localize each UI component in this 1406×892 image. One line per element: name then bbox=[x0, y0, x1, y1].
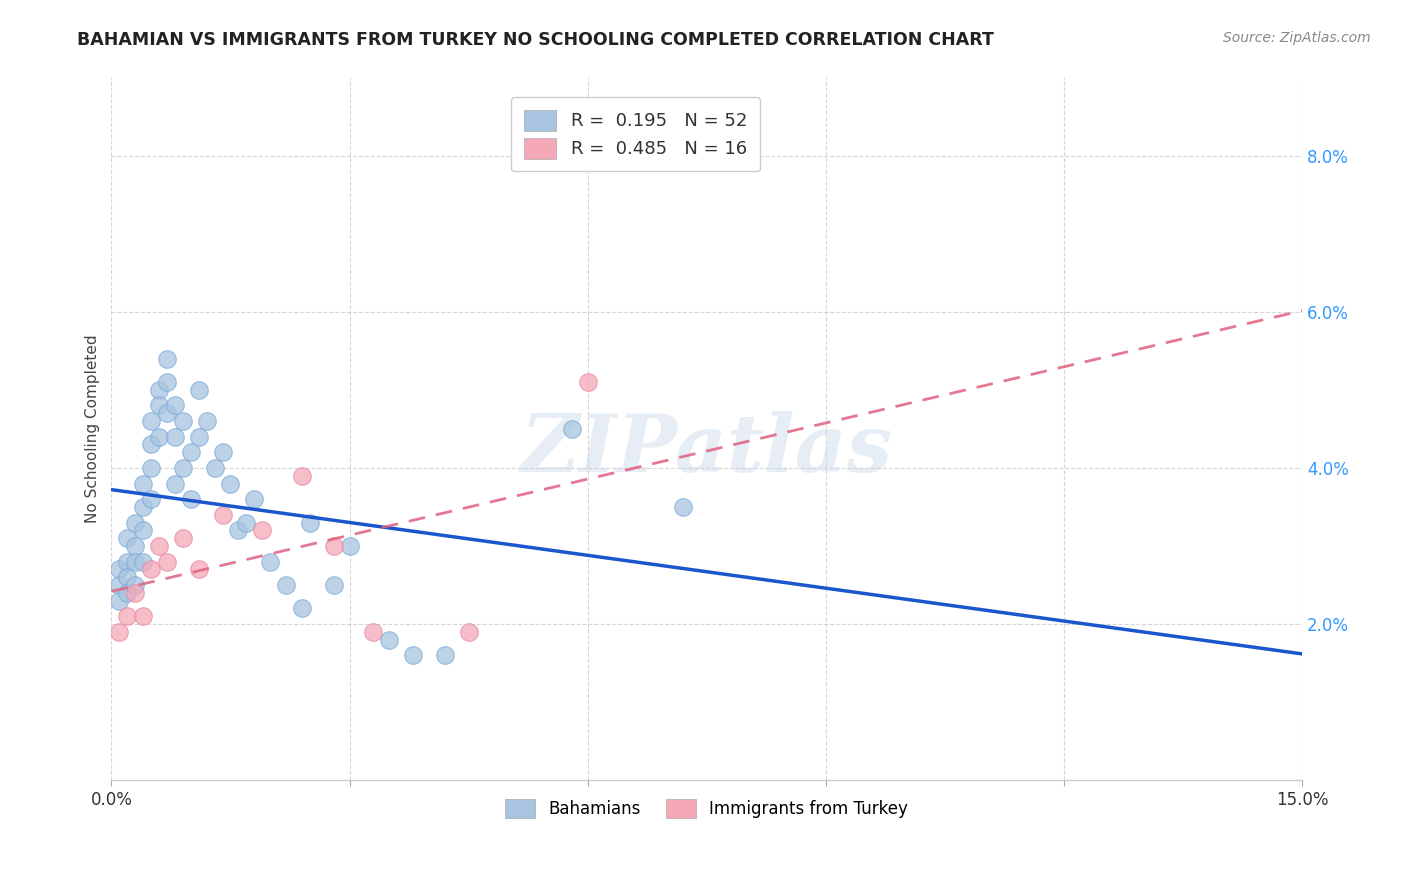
Point bbox=[163, 476, 186, 491]
Point bbox=[195, 414, 218, 428]
Point bbox=[117, 555, 139, 569]
Point bbox=[219, 476, 242, 491]
Point bbox=[672, 500, 695, 514]
Point bbox=[274, 578, 297, 592]
Point bbox=[148, 399, 170, 413]
Point bbox=[433, 648, 456, 663]
Point bbox=[211, 508, 233, 522]
Point bbox=[117, 531, 139, 545]
Point bbox=[156, 555, 179, 569]
Point bbox=[180, 445, 202, 459]
Point bbox=[117, 570, 139, 584]
Point bbox=[139, 562, 162, 576]
Point bbox=[132, 524, 155, 538]
Point bbox=[211, 445, 233, 459]
Point bbox=[156, 351, 179, 366]
Point bbox=[132, 476, 155, 491]
Point bbox=[259, 555, 281, 569]
Text: Source: ZipAtlas.com: Source: ZipAtlas.com bbox=[1223, 31, 1371, 45]
Point bbox=[156, 375, 179, 389]
Point bbox=[163, 430, 186, 444]
Point bbox=[561, 422, 583, 436]
Point bbox=[132, 609, 155, 624]
Point bbox=[576, 375, 599, 389]
Point bbox=[339, 539, 361, 553]
Point bbox=[124, 578, 146, 592]
Point bbox=[117, 609, 139, 624]
Point bbox=[228, 524, 250, 538]
Point bbox=[124, 586, 146, 600]
Point bbox=[172, 531, 194, 545]
Point bbox=[139, 492, 162, 507]
Point bbox=[457, 624, 479, 639]
Point bbox=[148, 430, 170, 444]
Point bbox=[187, 430, 209, 444]
Point bbox=[108, 624, 131, 639]
Point bbox=[402, 648, 425, 663]
Point bbox=[291, 468, 314, 483]
Point bbox=[148, 539, 170, 553]
Point bbox=[298, 516, 321, 530]
Point bbox=[243, 492, 266, 507]
Point bbox=[378, 632, 401, 647]
Point bbox=[108, 562, 131, 576]
Point bbox=[204, 461, 226, 475]
Point bbox=[139, 437, 162, 451]
Point bbox=[235, 516, 257, 530]
Point bbox=[187, 383, 209, 397]
Point bbox=[132, 555, 155, 569]
Point bbox=[163, 399, 186, 413]
Point bbox=[124, 555, 146, 569]
Point bbox=[172, 461, 194, 475]
Point bbox=[117, 586, 139, 600]
Point bbox=[363, 624, 385, 639]
Point bbox=[250, 524, 273, 538]
Point bbox=[172, 414, 194, 428]
Text: BAHAMIAN VS IMMIGRANTS FROM TURKEY NO SCHOOLING COMPLETED CORRELATION CHART: BAHAMIAN VS IMMIGRANTS FROM TURKEY NO SC… bbox=[77, 31, 994, 49]
Text: ZIPatlas: ZIPatlas bbox=[520, 411, 893, 489]
Legend: Bahamians, Immigrants from Turkey: Bahamians, Immigrants from Turkey bbox=[499, 792, 915, 825]
Point bbox=[148, 383, 170, 397]
Point bbox=[139, 461, 162, 475]
Point bbox=[124, 539, 146, 553]
Point bbox=[156, 406, 179, 420]
Point bbox=[322, 539, 344, 553]
Point bbox=[322, 578, 344, 592]
Point bbox=[108, 593, 131, 607]
Point bbox=[108, 578, 131, 592]
Point bbox=[291, 601, 314, 615]
Point bbox=[139, 414, 162, 428]
Point bbox=[187, 562, 209, 576]
Point bbox=[180, 492, 202, 507]
Point bbox=[132, 500, 155, 514]
Y-axis label: No Schooling Completed: No Schooling Completed bbox=[86, 334, 100, 524]
Point bbox=[124, 516, 146, 530]
